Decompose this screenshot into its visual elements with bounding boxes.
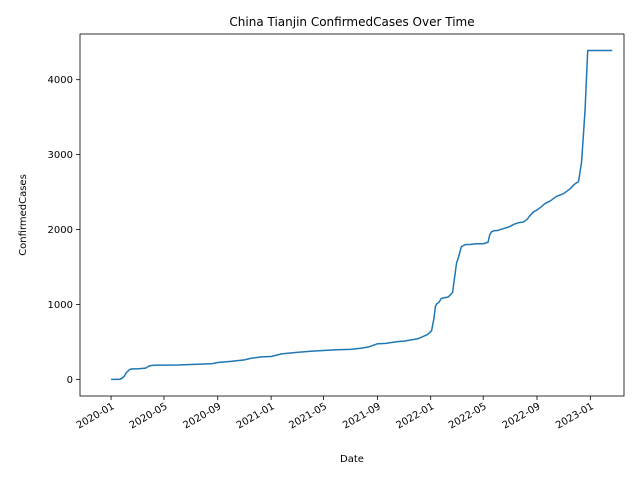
y-tick-label: 2000 — [48, 225, 73, 236]
plot-background — [80, 34, 624, 396]
plot-area — [79, 33, 625, 397]
y-tick-label: 0 — [67, 375, 73, 386]
y-axis-label: ConfirmedCases — [18, 174, 29, 256]
x-axis-label: Date — [340, 454, 364, 465]
y-axis-ticks: 0 1000 2000 3000 4000 — [48, 75, 80, 386]
y-tick-label: 4000 — [48, 75, 73, 86]
y-tick-label: 1000 — [48, 300, 73, 311]
y-tick-label: 3000 — [48, 150, 73, 161]
series-line — [111, 49, 613, 381]
chart-title: China Tianjin ConfirmedCases Over Time — [229, 15, 474, 29]
plot-frame — [79, 33, 625, 397]
